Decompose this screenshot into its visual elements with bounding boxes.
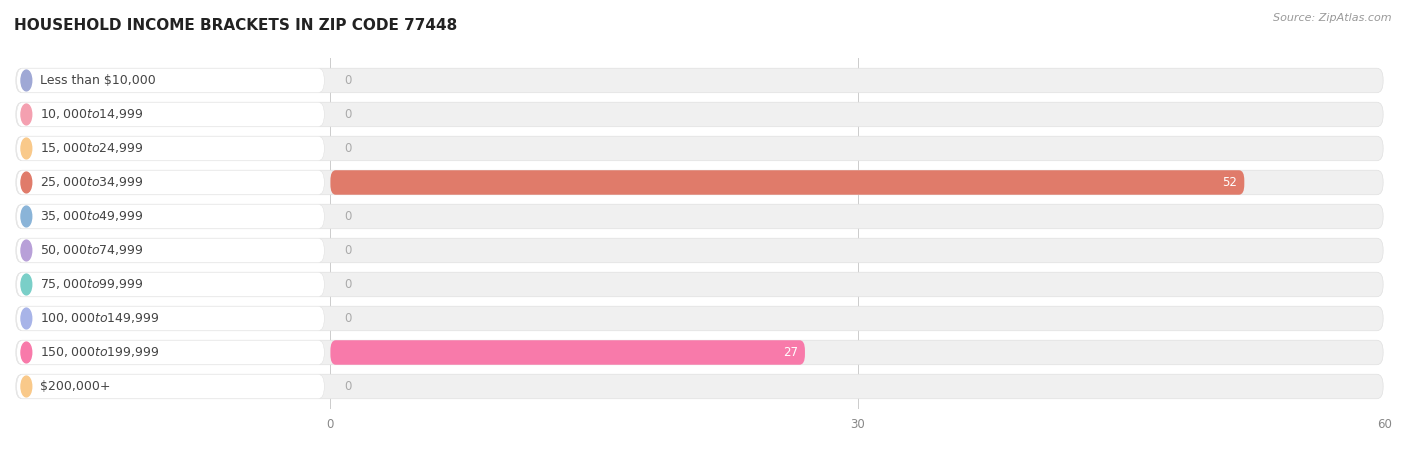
FancyBboxPatch shape [15,306,1384,331]
FancyBboxPatch shape [330,170,1244,195]
Text: $10,000 to $14,999: $10,000 to $14,999 [39,107,143,122]
Circle shape [21,274,32,295]
Text: HOUSEHOLD INCOME BRACKETS IN ZIP CODE 77448: HOUSEHOLD INCOME BRACKETS IN ZIP CODE 77… [14,18,457,33]
Circle shape [21,172,32,193]
Text: 0: 0 [344,108,352,121]
FancyBboxPatch shape [17,170,325,195]
Text: 52: 52 [1222,176,1237,189]
FancyBboxPatch shape [17,306,325,331]
Circle shape [21,240,32,261]
Text: 0: 0 [344,210,352,223]
FancyBboxPatch shape [15,170,1384,195]
FancyBboxPatch shape [15,136,1384,161]
FancyBboxPatch shape [17,102,325,127]
FancyBboxPatch shape [17,68,325,92]
Text: 0: 0 [344,142,352,155]
Circle shape [21,70,32,91]
FancyBboxPatch shape [15,68,1384,92]
Text: $150,000 to $199,999: $150,000 to $199,999 [39,345,159,360]
FancyBboxPatch shape [17,136,325,161]
Text: 0: 0 [344,278,352,291]
FancyBboxPatch shape [17,374,325,399]
Text: 0: 0 [344,244,352,257]
FancyBboxPatch shape [330,340,806,365]
Circle shape [21,206,32,227]
FancyBboxPatch shape [15,204,1384,229]
Circle shape [21,138,32,159]
FancyBboxPatch shape [15,272,1384,297]
Circle shape [21,308,32,329]
Circle shape [21,342,32,363]
FancyBboxPatch shape [17,272,325,297]
Circle shape [21,104,32,125]
FancyBboxPatch shape [15,374,1384,399]
Text: $35,000 to $49,999: $35,000 to $49,999 [39,210,143,224]
FancyBboxPatch shape [17,238,325,263]
Text: $200,000+: $200,000+ [39,380,110,393]
FancyBboxPatch shape [15,340,1384,365]
Text: 0: 0 [344,74,352,87]
FancyBboxPatch shape [15,102,1384,127]
Text: $75,000 to $99,999: $75,000 to $99,999 [39,277,143,291]
Circle shape [21,376,32,397]
Text: $100,000 to $149,999: $100,000 to $149,999 [39,312,159,326]
FancyBboxPatch shape [17,340,325,365]
Text: Less than $10,000: Less than $10,000 [39,74,155,87]
Text: Source: ZipAtlas.com: Source: ZipAtlas.com [1274,13,1392,23]
Text: 27: 27 [783,346,799,359]
Text: $25,000 to $34,999: $25,000 to $34,999 [39,176,143,189]
Text: $15,000 to $24,999: $15,000 to $24,999 [39,141,143,155]
FancyBboxPatch shape [17,204,325,229]
Text: 0: 0 [344,312,352,325]
Text: $50,000 to $74,999: $50,000 to $74,999 [39,243,143,257]
FancyBboxPatch shape [15,238,1384,263]
Text: 0: 0 [344,380,352,393]
